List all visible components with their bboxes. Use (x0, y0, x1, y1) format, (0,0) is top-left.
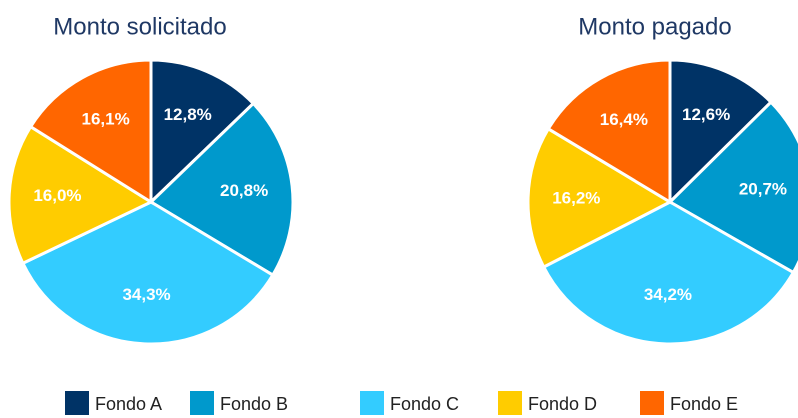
value-label: 34,3% (122, 285, 170, 304)
value-label: 16,4% (600, 110, 648, 129)
pie-slice (28, 58, 153, 205)
value-label: 12,6% (682, 105, 730, 124)
value-label: 16,0% (33, 186, 81, 205)
value-label: 16,1% (81, 109, 129, 128)
value-label: 12,8% (164, 105, 212, 124)
legend-swatch (190, 391, 214, 415)
legend-swatch (65, 391, 89, 415)
legend-label: Fondo E (670, 394, 738, 414)
value-label: 20,7% (739, 179, 787, 198)
legend-label: Fondo B (220, 394, 288, 414)
legend-swatch (360, 391, 384, 415)
pie-slice (541, 200, 796, 346)
value-label: 34,2% (644, 285, 692, 304)
pie-slice (149, 58, 256, 206)
legend-swatch (640, 391, 664, 415)
pie-slice (148, 101, 295, 278)
pie-slice (20, 200, 275, 346)
legend-swatch (498, 391, 522, 415)
pie-slice (7, 124, 155, 266)
pie-slice (668, 58, 774, 206)
legend-label: Fondo C (390, 394, 459, 414)
value-label: 20,8% (220, 181, 268, 200)
legend-label: Fondo D (528, 394, 597, 414)
pie-slice (667, 100, 798, 275)
legend-label: Fondo A (95, 394, 162, 414)
chart-title: Monto solicitado (53, 13, 226, 40)
pie-slice (546, 58, 672, 205)
pie-slice (526, 126, 674, 270)
chart-title: Monto pagado (578, 13, 731, 40)
value-label: 16,2% (552, 188, 600, 207)
